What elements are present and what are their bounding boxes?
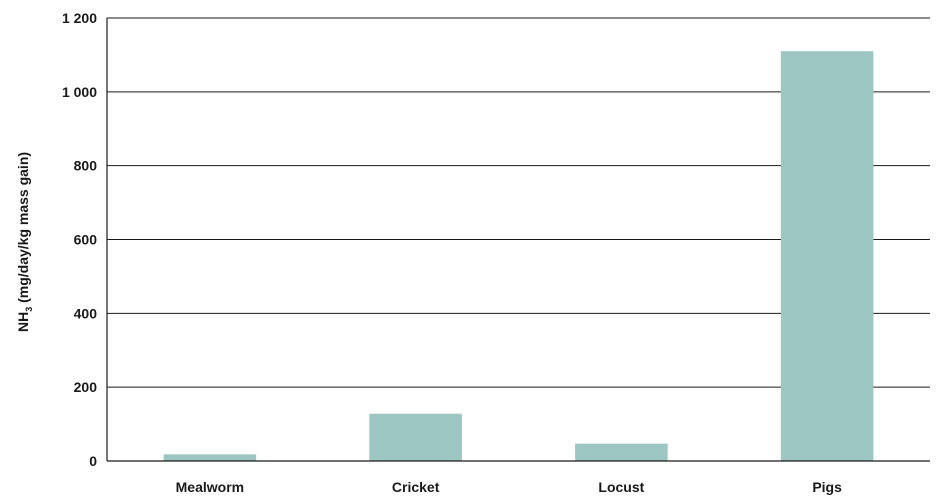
x-category-label: Pigs: [812, 479, 842, 495]
bars: [163, 51, 874, 461]
bar-locust: [575, 443, 668, 461]
y-tick-label: 400: [74, 305, 98, 321]
x-category-label: Cricket: [392, 479, 440, 495]
y-tick-label: 1 000: [62, 84, 97, 100]
y-tick-label: 800: [74, 158, 98, 174]
bar-cricket: [369, 413, 462, 461]
y-tick-label: 200: [74, 379, 98, 395]
y-tick-labels: 0 200 400 600 800 1 000 1 200: [62, 10, 97, 469]
y-axis-label-rest: (mg/day/kg mass gain): [15, 152, 31, 307]
x-category-label: Mealworm: [176, 479, 244, 495]
axes: [106, 18, 930, 462]
y-axis-label-subscript: 3: [24, 307, 34, 312]
y-axis-label: NH3 (mg/day/kg mass gain): [15, 152, 34, 332]
bar-mealworm: [163, 454, 257, 461]
y-axis-label-main: NH: [15, 312, 31, 332]
y-tick-label: 1 200: [62, 10, 97, 26]
y-tick-label: 0: [89, 453, 97, 469]
x-category-labels: Mealworm Cricket Locust Pigs: [176, 479, 842, 495]
bar-pigs: [780, 51, 874, 461]
y-tick-label: 600: [74, 232, 98, 248]
x-category-label: Locust: [598, 479, 644, 495]
